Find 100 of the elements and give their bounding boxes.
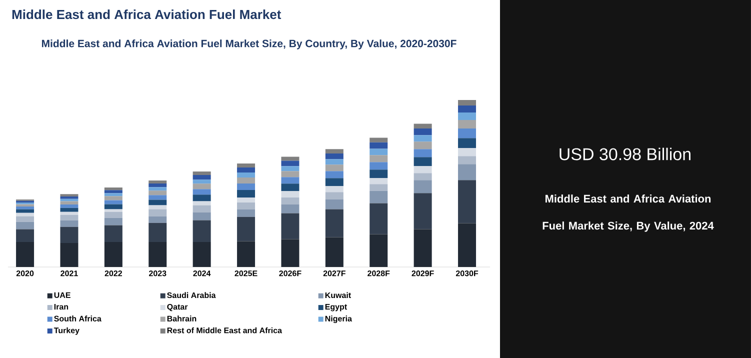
bar [370,138,388,142]
bar [370,170,388,178]
bar [60,201,78,205]
bar [192,212,211,220]
bar [192,180,211,184]
x-tick-label: 2025E [234,270,258,276]
bar [325,192,344,200]
legend-label: Qatar [167,304,188,312]
bar [104,212,122,218]
bar [104,225,122,242]
x-tick-label: 2023 [149,270,166,276]
bar [237,209,256,217]
legend-label: Iran [54,304,68,310]
bar [237,177,256,184]
bar [60,220,78,227]
bar [16,229,34,242]
bar [192,171,211,175]
bar [148,187,167,191]
bar [60,226,78,243]
bar [60,204,78,208]
bar [148,180,167,184]
bar [16,242,34,267]
x-tick-label: 2022 [104,270,122,276]
bar [325,171,344,178]
bar [414,229,432,267]
bar [60,242,78,267]
bar [104,218,122,226]
bar [325,159,344,165]
bar [458,180,476,224]
bar [104,190,122,194]
bar [104,209,122,212]
bar [458,156,476,164]
bar [325,186,344,192]
bar [414,149,432,158]
bar [16,206,34,210]
x-tick-label: 2026F [279,270,302,276]
bar [16,222,34,230]
bar [414,142,432,150]
bar [237,190,256,198]
bar [60,194,78,197]
bar [414,193,432,230]
bar [237,172,256,178]
bar [104,196,122,200]
bar [281,184,300,192]
legend-label: Rest of Middle East and Africa [167,327,282,334]
bar [458,100,476,106]
bar [281,213,300,240]
bar [370,162,388,170]
bar [414,135,432,142]
bar [16,204,34,207]
bar [148,183,167,188]
bar [414,128,432,136]
bar [325,178,344,186]
legend-label: Nigeria [325,316,352,324]
bar [370,190,388,204]
bar [370,178,388,184]
bar [60,214,78,220]
bar [281,204,300,214]
text: Middle East and Africa Aviation Fuel Market Size, By Value, 2024 [542,194,714,232]
x-tick-label: 2029F [412,270,434,276]
bar [192,194,211,202]
bar [281,156,300,161]
bar [414,124,432,129]
bar [148,190,167,196]
bar [237,198,256,203]
bar [237,167,256,172]
bar [325,149,344,154]
bar [60,212,78,215]
bar [281,160,300,166]
text: USD 30.98 Billion [560,148,690,160]
bar [414,157,432,166]
x-tick-label: 2028F [368,270,390,276]
bar [16,209,34,213]
bar [458,148,476,156]
bar [104,193,122,196]
chart-title: Middle East and Africa Aviation Fuel Market [12,10,282,20]
bar [370,148,388,156]
bar [414,166,432,174]
bar [237,163,256,168]
bar [192,174,211,180]
bar [237,202,256,210]
bar [458,223,476,267]
bar [148,205,167,210]
bar [458,106,476,113]
bar [458,138,476,148]
legend-label: South Africa [54,316,102,322]
bar [16,212,34,216]
bar [192,242,211,267]
bar [148,216,167,223]
chart-subtitle: Middle East and Africa Aviation Fuel Market Size, By Country, By Value, 2020-2030F [42,40,456,50]
bar [414,173,432,180]
bar [325,153,344,160]
bar [281,198,300,204]
bar [458,120,476,129]
bar [458,112,476,120]
bar [281,191,300,198]
bar [281,166,300,172]
legend-label: Turkey [54,327,80,335]
bar [104,188,122,190]
bar [370,203,388,234]
